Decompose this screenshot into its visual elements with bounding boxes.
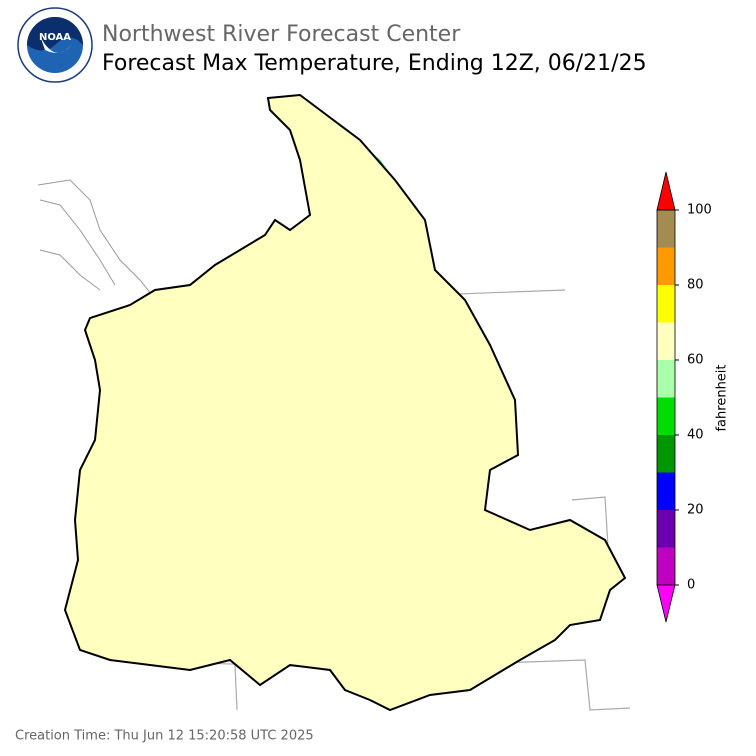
colorbar-segment (657, 322, 675, 360)
coastline (37, 179, 153, 296)
colorbar: 0 20 40 60 80 100 (656, 171, 712, 623)
colorbar-segment (657, 360, 675, 398)
organization: Northwest River Forecast Center (102, 22, 461, 47)
colorbar-segment (657, 397, 675, 435)
map-title: Forecast Max Temperature, Ending 12Z, 06… (102, 51, 647, 76)
colorbar-segment (657, 472, 675, 510)
map (37, 94, 631, 711)
colorbar-label: fahrenheit (715, 364, 730, 431)
colorbar-tick-label: 0 (687, 578, 695, 593)
colorbar-segment (657, 247, 675, 285)
colorbar-segment (657, 285, 675, 323)
colorbar-segment (657, 547, 675, 585)
colorbar-segment (657, 510, 675, 548)
colorbar-tick-label: 20 (687, 503, 704, 518)
noaa-logo: NOAA (17, 7, 93, 83)
creation-time: Creation Time: Thu Jun 12 15:20:58 UTC 2… (15, 729, 314, 744)
colorbar-tick-label: 100 (687, 203, 712, 218)
colorbar-segment (657, 435, 675, 473)
colorbar-segment (657, 210, 675, 248)
colorbar-tick-label: 60 (687, 353, 704, 368)
colorbar-tick-label: 40 (687, 428, 704, 443)
colorbar-tick-label: 80 (687, 278, 704, 293)
logo-text: NOAA (39, 32, 71, 43)
